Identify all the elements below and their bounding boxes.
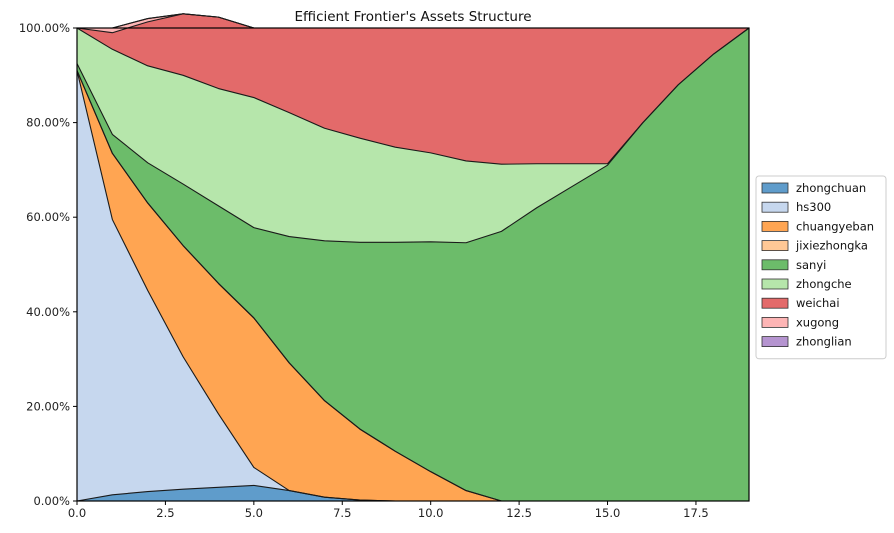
x-tick-label: 7.5 — [333, 506, 351, 520]
legend-swatch-jixiezhongka — [761, 240, 789, 252]
legend-label-zhongche: zhongche — [796, 277, 852, 291]
plot-frame — [76, 27, 750, 502]
legend-label-xugong: xugong — [796, 315, 839, 329]
legend-label-weichai: weichai — [796, 296, 840, 310]
y-tick-label: 60.00% — [26, 210, 70, 224]
legend-swatch-sanyi — [761, 259, 789, 271]
legend-swatch-weichai — [761, 297, 789, 309]
legend-label-hs300: hs300 — [796, 200, 831, 214]
y-tick-label: 20.00% — [26, 399, 70, 413]
area-series — [76, 13, 750, 502]
legend-frame — [755, 175, 887, 360]
area-sanyi — [77, 28, 749, 501]
area-weichai — [77, 13, 749, 165]
legend-swatch-zhongche — [761, 278, 789, 290]
legend-swatch-zhongchuan — [761, 182, 789, 194]
legend-label-jixiezhongka: jixiezhongka — [795, 239, 868, 253]
legend-swatch-chuangyeban — [761, 220, 789, 232]
x-tick-label: 5.0 — [245, 506, 263, 520]
x-tick-label: 0.0 — [68, 506, 86, 520]
x-tick-label: 10.0 — [418, 506, 444, 520]
legend-label-zhongchuan: zhongchuan — [796, 181, 866, 195]
legend-label-chuangyeban: chuangyeban — [796, 219, 874, 233]
area-chuangyeban — [77, 70, 749, 501]
y-tick-label: 80.00% — [26, 116, 70, 130]
x-tick-label: 12.5 — [506, 506, 532, 520]
legend: zhongchuan hs300 chuangyeban jixiezhongka sa… — [755, 175, 887, 360]
area-zhongche — [77, 28, 749, 243]
x-tick-label: 17.5 — [683, 506, 709, 520]
y-tick-label: 40.00% — [26, 305, 70, 319]
x-axis: 0.0 2.5 5.0 7.5 10.0 12.5 15.0 17.5 — [68, 501, 709, 520]
legend-swatch-hs300 — [761, 201, 789, 213]
x-tick-label: 15.0 — [595, 506, 621, 520]
x-tick-label: 2.5 — [156, 506, 174, 520]
chart-title: Efficient Frontier's Assets Structure — [294, 9, 531, 25]
y-axis: 0.00% 20.00% 40.00% 60.00% 80.00% 100.00% — [19, 21, 77, 508]
legend-swatch-xugong — [761, 316, 789, 328]
area-zhongchuan — [77, 485, 749, 501]
y-tick-label: 0.00% — [33, 494, 70, 508]
area-hs300 — [77, 70, 749, 501]
legend-label-zhonglian: zhonglian — [796, 335, 852, 349]
y-tick-label: 100.00% — [19, 21, 70, 35]
legend-label-sanyi: sanyi — [796, 258, 826, 272]
legend-swatch-zhonglian — [761, 336, 789, 348]
boundary-zhongche — [76, 27, 750, 165]
